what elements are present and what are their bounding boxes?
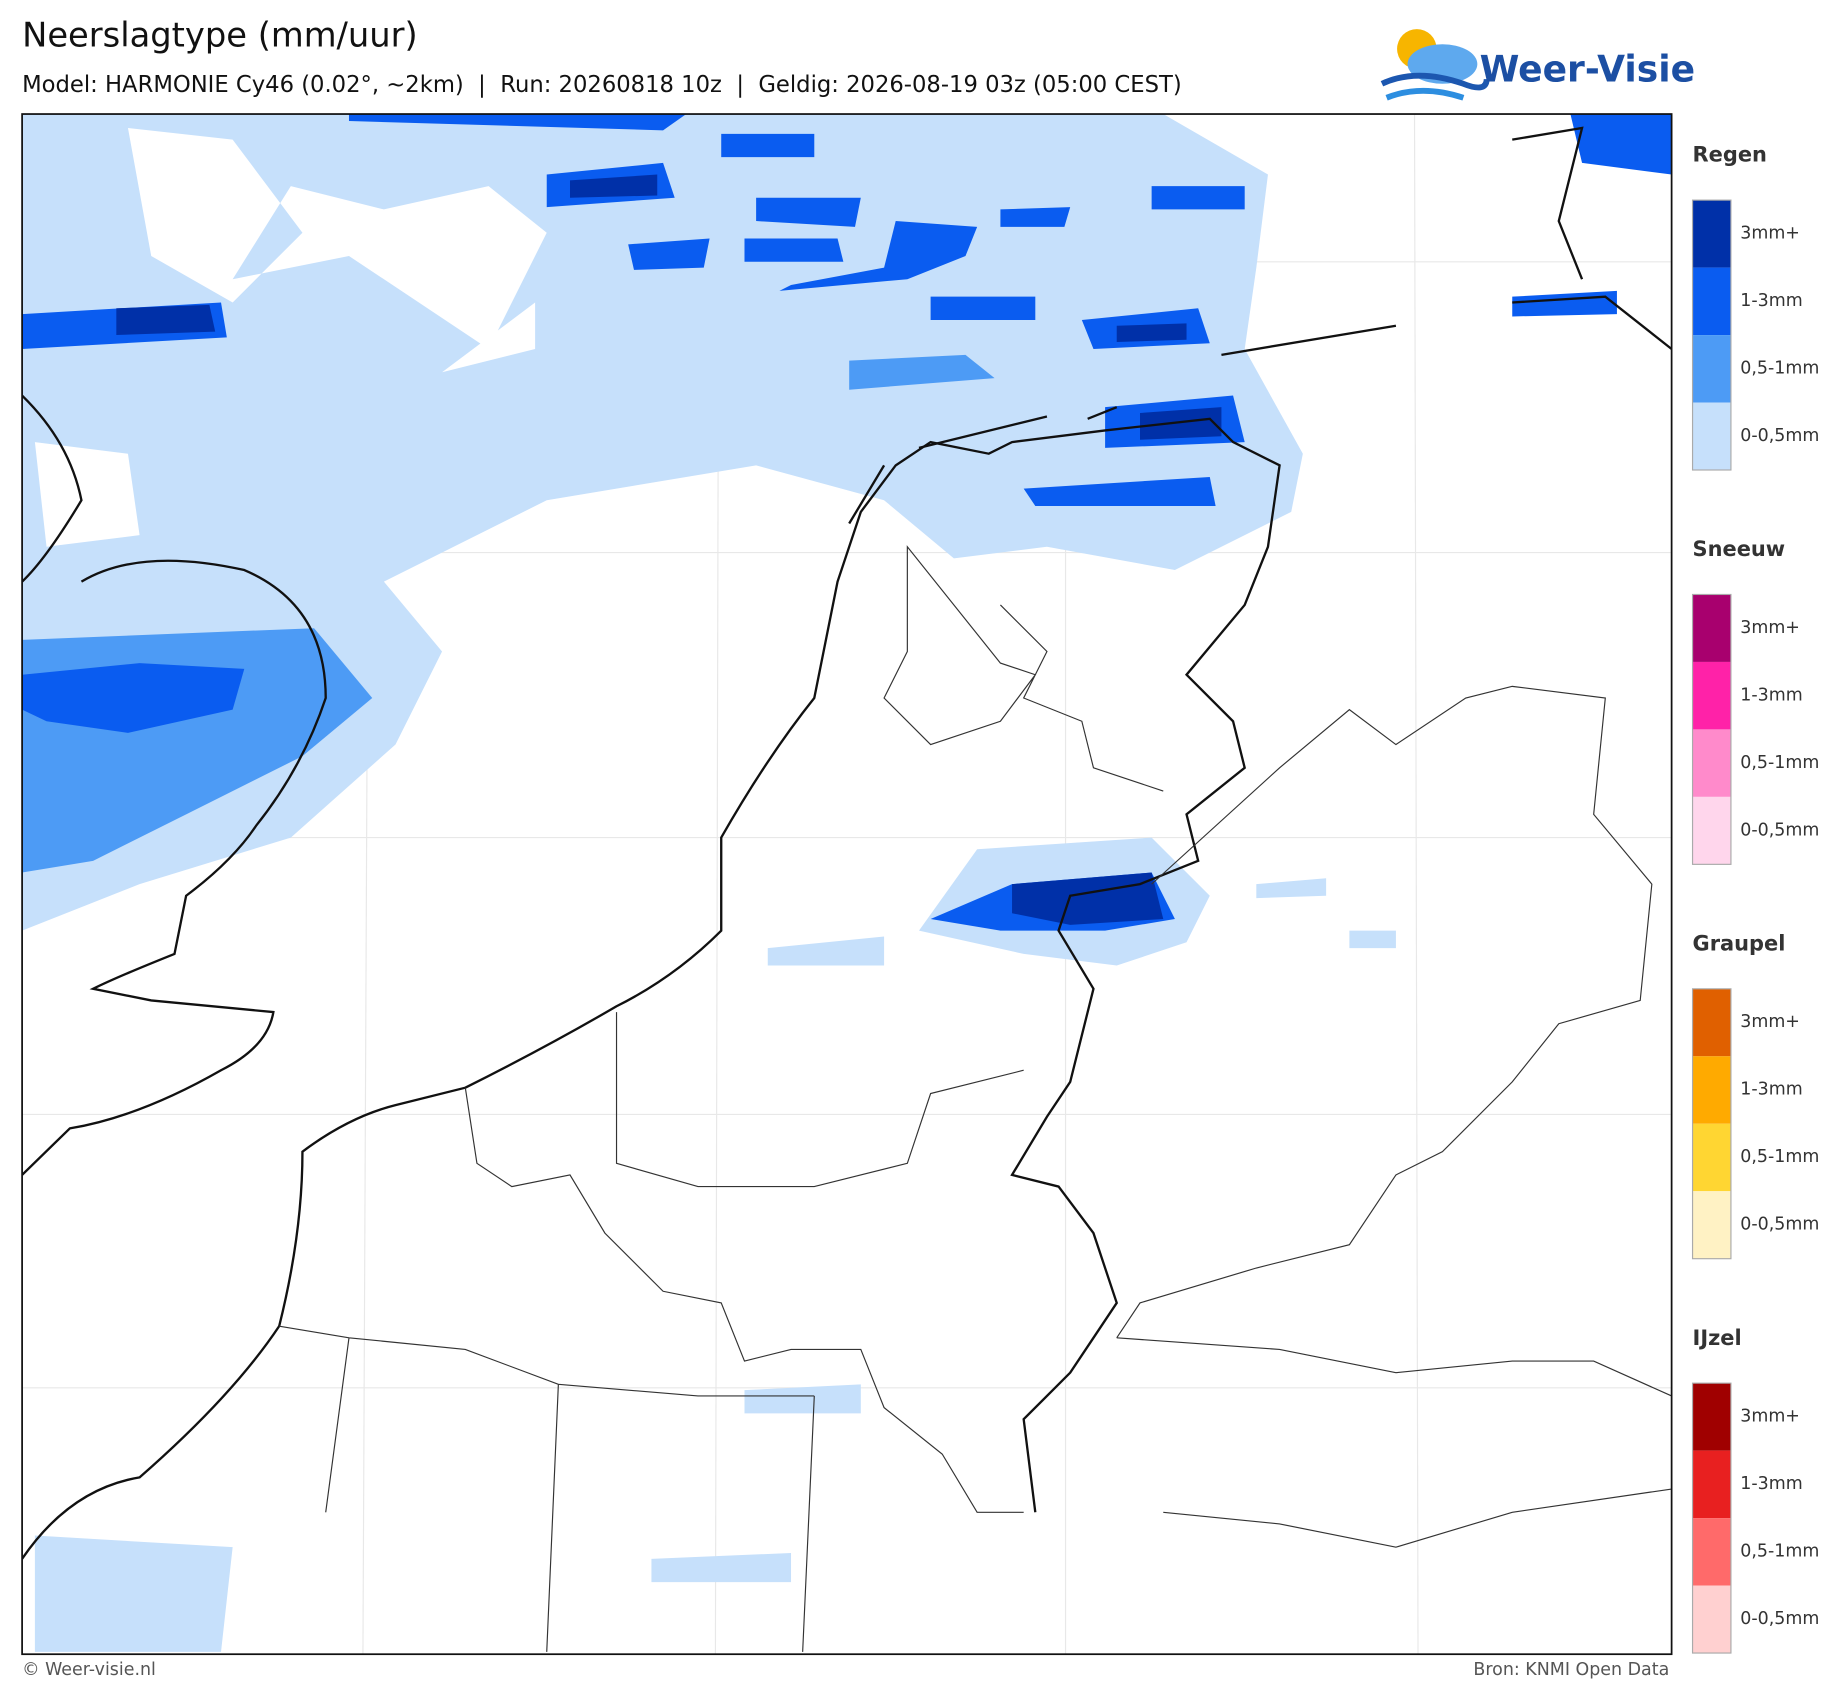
legend-label: 0,5-1mm [1740,358,1819,378]
legend-swatch [1692,988,1731,1057]
legend: Regen 3mm+ 1-3mm 0,5-1mm 0-0,5mm Sneeuw 3mm+ 1-… [1691,143,1819,1654]
legend-group-title: IJzel [1693,1326,1742,1350]
logo-text: Weer-Visie [1480,48,1695,90]
legend-swatch [1692,594,1731,662]
precipitation [22,114,1672,1652]
footer-left: © Weer-visie.nl [22,1660,156,1680]
legend-swatch [1692,200,1731,268]
legend-swatch [1692,402,1731,470]
legend-swatch [1692,1450,1731,1519]
legend-swatch [1692,335,1731,403]
legend-swatch [1692,1056,1731,1124]
legend-swatch [1692,796,1731,865]
legend-label: 3mm+ [1740,224,1800,244]
map-frame [21,113,1673,1656]
legend-swatch [1692,729,1731,797]
legend-swatch-frame [1691,199,1732,471]
legend-swatch [1692,1585,1731,1654]
map [22,114,1672,1655]
legend-label: 1-3mm [1740,291,1802,311]
legend-swatch [1692,1383,1731,1451]
legend-group-title: Regen [1693,143,1767,167]
legend-swatch-frame [1691,988,1732,1260]
legend-label: 0-0,5mm [1740,1215,1819,1235]
legend-group-title: Graupel [1693,931,1786,955]
legend-swatch [1692,1191,1731,1259]
legend-label: 0,5-1mm [1740,753,1819,773]
legend-label: 1-3mm [1740,1474,1802,1494]
footer-right: Bron: KNMI Open Data [1473,1660,1669,1680]
subtitle: Model: HARMONIE Cy46 (0.02°, ~2km) | Run… [22,72,1182,98]
legend-swatch [1692,267,1731,336]
legend-label: 0-0,5mm [1740,426,1819,446]
legend-group-title: Sneeuw [1693,537,1786,561]
legend-label: 0,5-1mm [1740,1541,1819,1561]
legend-label: 3mm+ [1740,1012,1800,1032]
coastlines [22,126,1672,1560]
legend-label: 1-3mm [1740,685,1802,705]
legend-label: 3mm+ [1740,618,1800,638]
legend-label: 0,5-1mm [1740,1147,1819,1167]
legend-swatch [1692,1123,1731,1192]
borders [279,545,1672,1652]
legend-swatch-frame [1691,1382,1732,1654]
legend-label: 0-0,5mm [1740,1609,1819,1629]
title: Neerslagtype (mm/uur) [22,16,418,55]
logo: Weer-Visie [1380,29,1695,101]
legend-swatch-frame [1691,593,1732,865]
legend-label: 3mm+ [1740,1407,1800,1427]
legend-swatch [1692,661,1731,730]
legend-label: 1-3mm [1740,1080,1802,1100]
legend-label: 0-0,5mm [1740,820,1819,840]
legend-swatch [1692,1518,1731,1586]
